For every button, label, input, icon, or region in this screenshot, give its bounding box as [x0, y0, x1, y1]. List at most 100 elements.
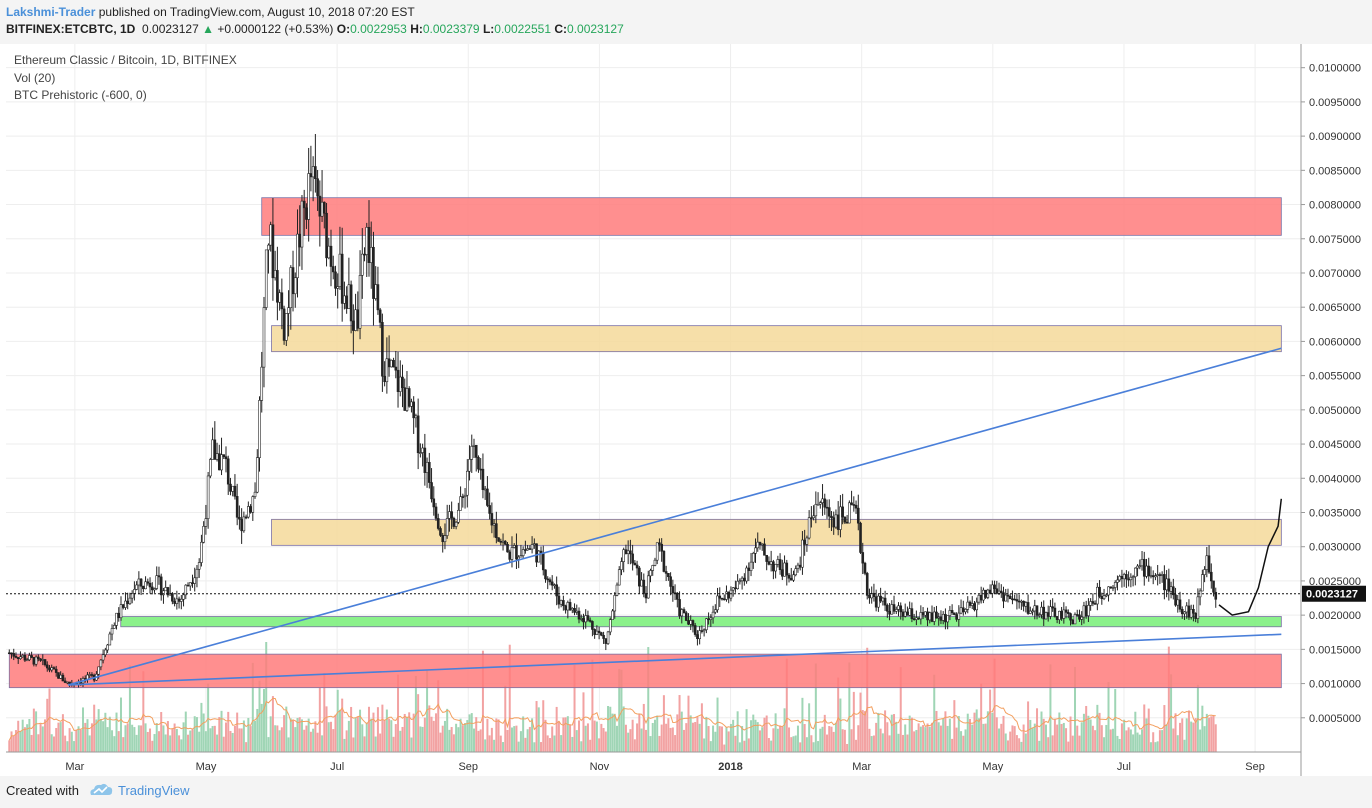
price-axis[interactable]: 0.0005000 0.0010000 0.0015000 0.0020000 0.00…	[1301, 63, 1361, 725]
volume-bar	[1060, 723, 1063, 752]
candle-body	[957, 612, 961, 620]
volume-bar	[794, 735, 797, 752]
candle-body	[1120, 576, 1124, 580]
volume-bar	[354, 718, 357, 752]
candle-body	[162, 590, 165, 596]
volume-bar	[1134, 711, 1137, 752]
candle-body	[807, 517, 811, 539]
volume-bar	[86, 719, 89, 752]
candle-body	[1100, 596, 1104, 599]
volume-bar	[913, 731, 916, 752]
candle-body	[483, 488, 487, 491]
candle-body	[144, 581, 147, 590]
y-tick-label: 0.0055000	[1309, 371, 1361, 383]
candle-body	[568, 602, 572, 611]
candle-body	[734, 587, 737, 590]
volume-bar	[1058, 712, 1061, 752]
candle-body	[738, 580, 742, 583]
candle-body	[258, 400, 261, 458]
volume-bar	[736, 711, 739, 752]
y-tick-label: 0.0075000	[1309, 234, 1361, 246]
volume-bar	[334, 714, 337, 752]
volume-bar	[1183, 739, 1186, 752]
candle-body	[479, 468, 482, 471]
candle-body	[789, 577, 793, 581]
ohlc-line: BITFINEX:ETCBTC, 1D 0.0023127 ▲ +0.00001…	[6, 22, 624, 36]
volume-bar	[841, 729, 844, 752]
legend-volume: Vol (20)	[14, 71, 55, 85]
time-axis[interactable]: Mar May Jul Sep Nov 2018 Mar May Jul Sep	[65, 761, 1265, 773]
candle-body	[953, 612, 956, 615]
candle-body	[814, 504, 818, 517]
volume-bar	[680, 711, 683, 752]
volume-bar	[855, 739, 858, 752]
volume-bar	[1024, 733, 1027, 752]
volume-bar	[993, 658, 996, 752]
candle-body	[950, 610, 954, 614]
volume-bar	[647, 647, 650, 752]
y-tick-label: 0.0045000	[1309, 439, 1361, 451]
volume-bar	[1087, 715, 1090, 752]
volume-bar	[388, 718, 391, 752]
candle-body	[316, 178, 319, 197]
up-arrow-icon: ▲	[202, 22, 214, 36]
candle-body	[1145, 565, 1148, 577]
volume-bar	[551, 726, 554, 752]
tradingview-brand-link[interactable]: TradingView	[118, 783, 190, 798]
candle-body	[854, 504, 858, 509]
chart-area[interactable]: 0.0005000 0.0010000 0.0015000 0.0020000 0.00…	[6, 44, 1368, 776]
volume-bar	[752, 714, 755, 752]
author-link[interactable]: Lakshmi-Trader	[6, 5, 96, 19]
tradingview-logo-icon[interactable]	[88, 781, 114, 802]
candle-body	[852, 504, 856, 506]
candle-body	[195, 568, 199, 579]
candle-body	[186, 584, 190, 587]
candle-body	[249, 506, 252, 513]
candle-body	[448, 511, 451, 519]
candle-body	[363, 253, 366, 256]
candle-body	[662, 550, 666, 572]
candle-body	[180, 598, 183, 602]
candle-body	[751, 553, 755, 563]
volume-bar	[700, 703, 703, 752]
price-chart[interactable]: 0.0005000 0.0010000 0.0015000 0.0020000 0.00…	[6, 44, 1368, 776]
candle-body	[365, 226, 369, 255]
candle-body	[34, 656, 38, 665]
candle-body	[499, 541, 503, 543]
candle-body	[124, 600, 127, 608]
volume-bar	[1082, 713, 1085, 752]
candle-body	[1209, 571, 1213, 582]
volume-bar	[249, 726, 252, 752]
volume-bar	[401, 726, 404, 752]
candle-body	[865, 573, 869, 596]
volume-bar	[271, 696, 274, 752]
volume-bar	[251, 662, 254, 752]
volume-bar	[1129, 729, 1132, 752]
volume-bar	[133, 727, 136, 752]
volume-bar	[725, 727, 728, 752]
volume-bar	[370, 718, 373, 752]
volume-bar	[289, 718, 292, 752]
volume-bar	[19, 730, 22, 752]
candle-body	[606, 631, 610, 644]
candle-body	[705, 618, 708, 631]
volume-bar	[571, 736, 574, 752]
candle-body	[544, 569, 547, 580]
volume-bar	[1170, 674, 1173, 752]
candle-body	[682, 609, 686, 614]
volume-bar	[1011, 725, 1014, 752]
green-zone	[120, 616, 1282, 628]
candle-body	[204, 518, 208, 527]
volume-bar	[866, 647, 869, 752]
volume-bar	[1143, 704, 1146, 752]
volume-bar	[1205, 713, 1208, 752]
candle-body	[524, 549, 527, 551]
volume-bar	[1181, 718, 1184, 752]
volume-bar	[982, 723, 985, 752]
volume-bar	[678, 695, 681, 752]
candle-body	[405, 388, 409, 411]
candle-body	[1147, 565, 1151, 577]
candle-body	[515, 545, 518, 560]
volume-bar	[441, 725, 444, 752]
volume-bar	[1132, 734, 1135, 752]
